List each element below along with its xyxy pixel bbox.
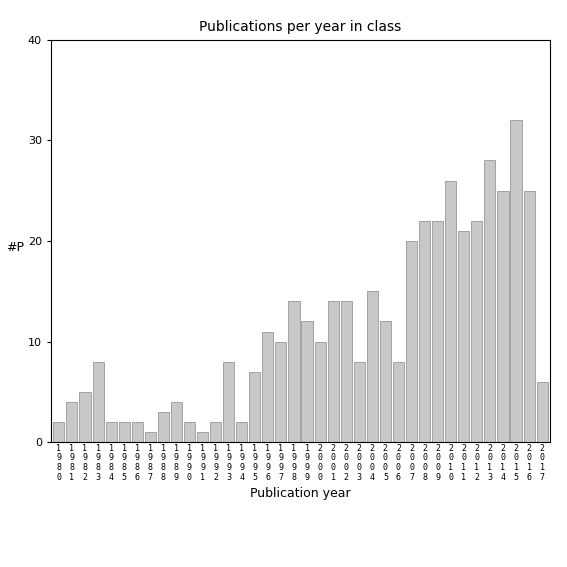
Bar [497, 191, 509, 442]
Bar [341, 302, 352, 442]
X-axis label: Publication year: Publication year [250, 487, 351, 500]
Bar [276, 341, 286, 442]
Bar [210, 422, 221, 442]
Bar [380, 321, 391, 442]
Y-axis label: #P: #P [6, 241, 24, 254]
Bar [471, 221, 483, 442]
Bar [367, 291, 378, 442]
Bar [53, 422, 65, 442]
Bar [79, 392, 91, 442]
Bar [263, 332, 273, 442]
Bar [354, 362, 365, 442]
Bar [523, 191, 535, 442]
Bar [393, 362, 404, 442]
Bar [197, 432, 208, 442]
Bar [132, 422, 143, 442]
Bar [184, 422, 195, 442]
Bar [406, 241, 417, 442]
Bar [92, 362, 104, 442]
Bar [119, 422, 130, 442]
Bar [158, 412, 169, 442]
Bar [484, 160, 496, 442]
Bar [328, 302, 338, 442]
Bar [419, 221, 430, 442]
Bar [236, 422, 247, 442]
Bar [145, 432, 156, 442]
Bar [432, 221, 443, 442]
Bar [223, 362, 234, 442]
Bar [510, 120, 522, 442]
Title: Publications per year in class: Publications per year in class [200, 20, 401, 35]
Bar [445, 180, 456, 442]
Bar [66, 402, 78, 442]
Bar [302, 321, 312, 442]
Bar [171, 402, 182, 442]
Bar [458, 231, 469, 442]
Bar [315, 341, 325, 442]
Bar [105, 422, 117, 442]
Bar [289, 302, 299, 442]
Bar [536, 382, 548, 442]
Bar [249, 372, 260, 442]
